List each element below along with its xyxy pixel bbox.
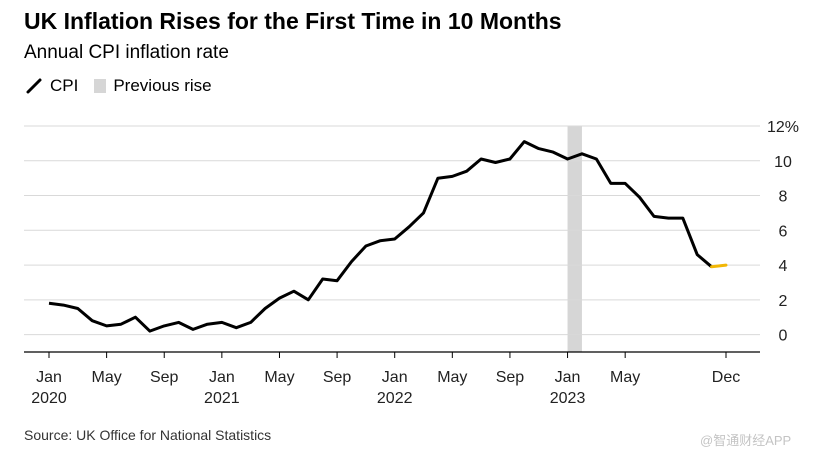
x-tick-label: Jan: [382, 369, 408, 386]
y-tick-label: 2: [779, 293, 788, 310]
previous-rise-swatch-icon: [94, 79, 107, 93]
x-tick-label: Jan: [209, 369, 235, 386]
y-tick-label: 10: [774, 154, 792, 171]
y-tick-label: 6: [779, 223, 788, 240]
x-tick-year-label: 2021: [204, 390, 240, 407]
x-tick-year-label: 2020: [31, 390, 67, 407]
legend-label-previous-rise: Previous rise: [113, 76, 212, 95]
y-tick-label: 12%: [767, 119, 799, 136]
x-tick-label: Sep: [496, 369, 525, 386]
x-tick-label: Jan: [36, 369, 62, 386]
x-tick-label: Sep: [150, 369, 179, 386]
y-tick-label: 0: [779, 328, 788, 345]
x-tick-label: Sep: [323, 369, 352, 386]
legend: CPI Previous rise: [24, 76, 228, 96]
x-tick-year-label: 2022: [377, 390, 413, 407]
x-tick-label: May: [91, 369, 121, 386]
x-tick-label: May: [610, 369, 640, 386]
source-note: Source: UK Office for National Statistic…: [24, 427, 272, 443]
x-tick-label: Jan: [555, 369, 581, 386]
cpi-latest-segment: [710, 263, 728, 269]
x-tick-label: Dec: [712, 369, 740, 386]
x-tick-label: May: [264, 369, 294, 386]
legend-item-cpi: CPI: [24, 76, 78, 96]
y-tick-label: 8: [779, 189, 788, 206]
y-tick-label: 4: [779, 258, 788, 275]
chart-title: UK Inflation Rises for the First Time in…: [24, 8, 562, 34]
legend-item-previous-rise: Previous rise: [94, 76, 212, 96]
x-tick-label: May: [437, 369, 467, 386]
cpi-series-line: [48, 140, 713, 333]
legend-label-cpi: CPI: [50, 76, 79, 95]
previous-rise-band: [567, 126, 582, 352]
cpi-line-swatch-icon: [26, 78, 42, 94]
x-tick-year-label: 2023: [550, 390, 586, 407]
watermark: @智通财经APP: [700, 433, 792, 448]
chart-subtitle: Annual CPI inflation rate: [24, 42, 229, 63]
